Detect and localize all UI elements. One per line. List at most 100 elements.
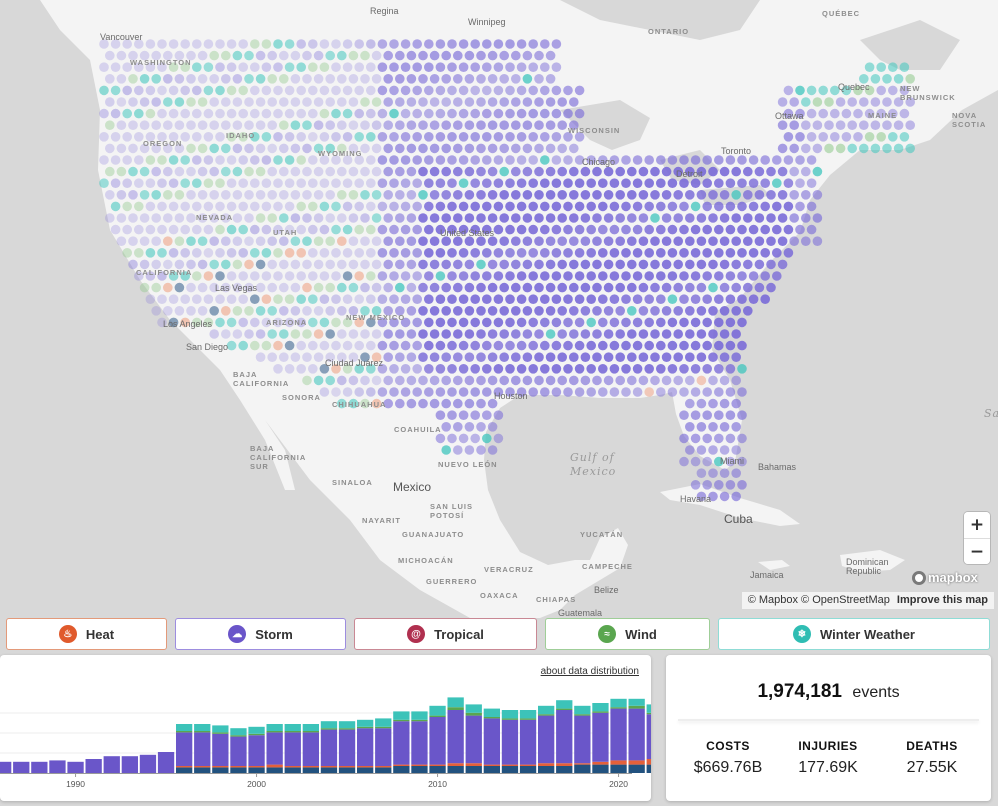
bar-segment[interactable] [194, 724, 211, 731]
bar-segment[interactable] [248, 766, 265, 768]
bar-segment[interactable] [411, 721, 428, 765]
bar-segment[interactable] [628, 760, 645, 765]
bar-segment[interactable] [411, 764, 428, 766]
bar-segment[interactable] [393, 721, 410, 765]
bar-segment[interactable] [501, 764, 519, 766]
bar-segment[interactable] [176, 767, 193, 773]
bar-segment[interactable] [194, 767, 211, 773]
bar-segment[interactable] [465, 763, 482, 766]
bar-segment[interactable] [85, 759, 102, 773]
bar-segment[interactable] [375, 728, 392, 766]
bar-segment[interactable] [230, 728, 247, 736]
bar-segment[interactable] [538, 715, 555, 764]
bar-segment[interactable] [610, 707, 627, 709]
bar-segment[interactable] [429, 717, 446, 765]
bar-segment[interactable] [357, 767, 374, 773]
bar-segment[interactable] [284, 767, 301, 773]
bar-segment[interactable] [592, 712, 609, 762]
bar-segment[interactable] [284, 732, 301, 766]
bar-segment[interactable] [230, 767, 247, 773]
bar-segment[interactable] [284, 766, 301, 768]
bar-segment[interactable] [556, 710, 573, 764]
filter-winter-weather-button[interactable]: ❄ Winter Weather [718, 618, 990, 650]
bar-segment[interactable] [320, 721, 338, 729]
bar-segment[interactable] [121, 756, 138, 773]
bar-segment[interactable] [375, 766, 392, 768]
bar-segment[interactable] [302, 732, 319, 766]
bar-segment[interactable] [610, 698, 627, 708]
bar-segment[interactable] [266, 764, 283, 768]
bar-segment[interactable] [357, 726, 374, 729]
bar-segment[interactable] [447, 710, 464, 764]
bar-segment[interactable] [447, 766, 464, 773]
bar-segment[interactable] [574, 705, 591, 715]
zoom-in-button[interactable]: + [964, 512, 990, 538]
bar-segment[interactable] [320, 767, 338, 773]
bar-segment[interactable] [0, 761, 12, 773]
bar-segment[interactable] [519, 766, 537, 773]
bar-segment[interactable] [212, 732, 229, 734]
bar-segment[interactable] [483, 708, 500, 717]
bar-segment[interactable] [610, 760, 627, 765]
bar-segment[interactable] [357, 719, 374, 727]
bar-segment[interactable] [556, 763, 573, 766]
bar-segment[interactable] [248, 735, 265, 766]
bar-segment[interactable] [465, 712, 482, 716]
bar-segment[interactable] [176, 766, 193, 768]
bar-segment[interactable] [574, 763, 591, 765]
bar-segment[interactable] [592, 764, 609, 773]
bar-segment[interactable] [248, 767, 265, 773]
bar-segment[interactable] [501, 710, 519, 719]
bar-segment[interactable] [483, 764, 500, 766]
bar-segment[interactable] [519, 710, 537, 719]
zoom-out-button[interactable]: − [964, 538, 990, 564]
bar-segment[interactable] [266, 732, 283, 765]
bar-segment[interactable] [538, 766, 555, 773]
bar-segment[interactable] [447, 763, 464, 766]
bar-segment[interactable] [67, 761, 84, 773]
bar-segment[interactable] [338, 766, 356, 768]
bar-segment[interactable] [212, 725, 229, 733]
bar-segment[interactable] [646, 764, 651, 773]
bar-segment[interactable] [302, 731, 319, 733]
bar-segment[interactable] [592, 761, 609, 765]
bar-segment[interactable] [646, 712, 651, 715]
bar-segment[interactable] [628, 708, 645, 761]
bar-segment[interactable] [646, 714, 651, 759]
bar-segment[interactable] [556, 766, 573, 773]
bar-segment[interactable] [501, 719, 519, 765]
bar-segment[interactable] [411, 766, 428, 773]
bar-segment[interactable] [501, 766, 519, 773]
bar-segment[interactable] [628, 764, 645, 773]
bar-segment[interactable] [628, 698, 645, 706]
bar-segment[interactable] [266, 767, 283, 773]
bar-segment[interactable] [338, 728, 356, 730]
bar-segment[interactable] [302, 766, 319, 768]
bar-segment[interactable] [248, 733, 265, 736]
bar-segment[interactable] [375, 726, 392, 729]
bar-segment[interactable] [574, 714, 591, 716]
bar-segment[interactable] [556, 708, 573, 710]
bar-segment[interactable] [429, 764, 446, 766]
bar-segment[interactable] [103, 756, 120, 773]
bar-segment[interactable] [393, 711, 410, 720]
bar-segment[interactable] [212, 733, 229, 766]
bar-segment[interactable] [483, 718, 500, 765]
bar-segment[interactable] [302, 767, 319, 773]
bar-segment[interactable] [320, 729, 338, 766]
bar-segment[interactable] [447, 697, 464, 708]
attribution-text[interactable]: © Mapbox © OpenStreetMap [747, 594, 890, 606]
bar-segment[interactable] [176, 732, 193, 766]
bar-segment[interactable] [429, 715, 446, 717]
bar-segment[interactable] [538, 705, 555, 715]
bar-segment[interactable] [320, 766, 338, 768]
bar-segment[interactable] [429, 705, 446, 716]
bar-segment[interactable] [176, 724, 193, 731]
bar-segment[interactable] [284, 731, 301, 733]
bar-segment[interactable] [574, 715, 591, 764]
bar-segment[interactable] [447, 707, 464, 710]
bar-segment[interactable] [284, 724, 301, 731]
bar-segment[interactable] [538, 763, 555, 766]
bar-segment[interactable] [483, 766, 500, 773]
